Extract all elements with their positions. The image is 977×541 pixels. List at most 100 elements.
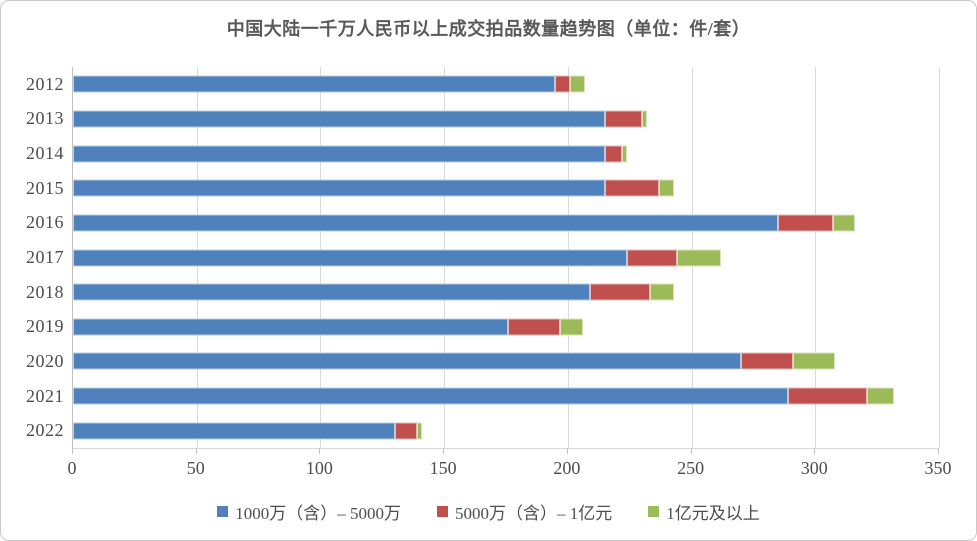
x-axis-label-100: 100 — [305, 458, 333, 478]
stacked-bar-2022 — [73, 422, 939, 440]
bar-row-2019 — [73, 309, 939, 344]
x-tick-50 — [195, 448, 197, 454]
legend-item-3: 1亿元及以上 — [648, 499, 760, 524]
x-tick-300 — [814, 448, 816, 454]
gridline-300 — [815, 67, 817, 448]
x-tick-350 — [938, 448, 939, 454]
bar-segment-series-1 — [73, 352, 742, 370]
y-axis-label-2016: 2016 — [26, 212, 64, 233]
bar-segment-series-3 — [649, 283, 675, 301]
legend-swatch-icon — [437, 506, 448, 517]
bar-segment-series-3 — [570, 75, 586, 93]
bar-segment-series-3 — [867, 387, 895, 405]
y-axis-label-2014: 2014 — [26, 143, 64, 164]
x-tick-0 — [72, 448, 73, 454]
bar-segment-series-1 — [73, 214, 779, 232]
stacked-bar-2016 — [73, 214, 939, 232]
stacked-bar-2020 — [73, 352, 939, 370]
bar-segment-series-2 — [778, 214, 833, 232]
bar-row-2022 — [73, 413, 939, 448]
bar-segment-series-1 — [73, 318, 509, 336]
bar-segment-series-2 — [590, 283, 650, 301]
x-axis: 0 50 100 150 200 250 300 350 — [68, 448, 952, 488]
y-axis-label-2013: 2013 — [26, 108, 64, 129]
bar-segment-series-2 — [741, 352, 793, 370]
stacked-bar-2014 — [73, 145, 939, 163]
y-axis-label-2015: 2015 — [26, 177, 64, 198]
bar-segment-series-3 — [832, 214, 855, 232]
y-axis-label-2021: 2021 — [26, 385, 64, 406]
bar-segment-series-1 — [73, 179, 605, 197]
bar-segment-series-1 — [73, 249, 628, 267]
bar-segment-series-2 — [394, 422, 417, 440]
bar-row-2012 — [73, 67, 939, 102]
x-tick-150 — [443, 448, 445, 454]
legend-label-1: 1000万（含）– 5000万 — [235, 504, 401, 523]
stacked-bar-2018 — [73, 283, 939, 301]
bar-segment-series-2 — [555, 75, 571, 93]
bar-segment-series-1 — [73, 387, 789, 405]
bar-segment-series-2 — [604, 179, 660, 197]
legend-label-3: 1亿元及以上 — [666, 504, 760, 523]
x-axis-label-300: 300 — [800, 458, 828, 478]
bar-row-2018 — [73, 275, 939, 310]
bar-segment-series-2 — [627, 249, 677, 267]
bar-segment-series-1 — [73, 75, 556, 93]
bar-segment-series-3 — [793, 352, 836, 370]
bar-row-2014 — [73, 136, 939, 171]
stacked-bar-2019 — [73, 318, 939, 336]
bar-row-2020 — [73, 344, 939, 379]
plot-area — [72, 67, 940, 449]
x-axis-label-0: 0 — [67, 458, 77, 478]
bar-row-2016 — [73, 206, 939, 241]
stacked-bar-2021 — [73, 387, 939, 405]
y-axis-label-2018: 2018 — [26, 281, 64, 302]
stacked-bar-2015 — [73, 179, 939, 197]
bar-segment-series-2 — [508, 318, 561, 336]
y-axis-label-2022: 2022 — [26, 420, 64, 441]
x-axis-label-150: 150 — [429, 458, 457, 478]
bar-segment-series-3 — [416, 422, 422, 440]
legend-swatch-icon — [217, 506, 229, 517]
bar-segment-series-3 — [560, 318, 583, 336]
bar-segment-series-3 — [622, 145, 628, 163]
bar-segment-series-3 — [642, 110, 648, 128]
bar-segment-series-3 — [659, 179, 675, 197]
legend: 1000万（含）– 5000万 5000万（含）– 1亿元 1亿元及以上 — [1, 499, 976, 524]
legend-label-2: 5000万（含）– 1亿元 — [455, 504, 613, 523]
legend-item-2: 5000万（含）– 1亿元 — [437, 499, 612, 524]
bar-segment-series-1 — [73, 422, 395, 440]
bar-row-2017 — [73, 240, 939, 275]
x-tick-250 — [690, 448, 692, 454]
y-axis-label-2020: 2020 — [26, 350, 64, 371]
x-tick-100 — [319, 448, 321, 454]
x-tick-200 — [566, 448, 568, 454]
x-axis-label-250: 250 — [677, 458, 705, 478]
x-axis-label-350: 350 — [924, 458, 952, 478]
chart-title: 中国大陆一千万人民币以上成交拍品数量趋势图（单位：件/套） — [226, 19, 751, 39]
y-axis-label-2017: 2017 — [26, 247, 64, 268]
x-axis-label-200: 200 — [553, 458, 581, 478]
bar-segment-series-2 — [604, 145, 623, 163]
stacked-bar-2017 — [73, 249, 939, 267]
bar-segment-series-3 — [676, 249, 722, 267]
bar-row-2013 — [73, 102, 939, 137]
y-axis: 2012 2013 2014 2015 2016 2017 2018 2019 2020 2021… — [1, 67, 64, 448]
legend-item-1: 1000万（含）– 5000万 — [217, 499, 401, 524]
bar-segment-series-1 — [73, 145, 605, 163]
bar-row-2021 — [73, 379, 939, 414]
legend-swatch-icon — [648, 506, 660, 517]
bar-segment-series-2 — [788, 387, 868, 405]
bar-segment-series-1 — [73, 283, 591, 301]
bar-segment-series-1 — [73, 110, 605, 128]
bar-segment-series-2 — [604, 110, 643, 128]
y-axis-label-2019: 2019 — [26, 316, 64, 337]
gridline-350 — [939, 67, 940, 448]
stacked-bar-2013 — [73, 110, 939, 128]
bars-layer — [73, 67, 939, 448]
x-axis-label-50: 50 — [186, 458, 205, 478]
bar-row-2015 — [73, 171, 939, 206]
y-axis-label-2012: 2012 — [26, 73, 64, 94]
stacked-bar-2012 — [73, 75, 939, 93]
